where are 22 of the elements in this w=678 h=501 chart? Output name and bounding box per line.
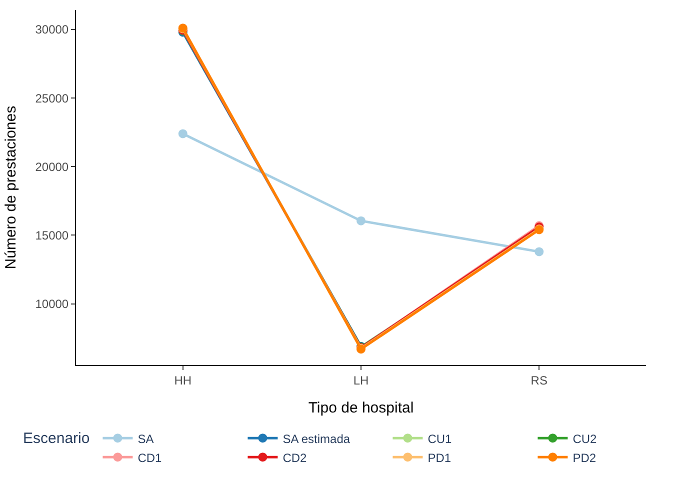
- point: [534, 247, 544, 256]
- legend-label: CU1: [428, 432, 452, 446]
- legend-label: CD1: [138, 450, 162, 465]
- y-tick-label: 15000: [35, 228, 69, 242]
- legend-label: PD2: [572, 450, 596, 465]
- legend-label: CD2: [282, 450, 308, 465]
- point: [356, 216, 366, 226]
- x-axis-title: Tipo de hospital: [308, 399, 414, 416]
- legend-label: PD1: [428, 450, 452, 465]
- y-tick-label: 20000: [35, 160, 69, 174]
- point: [178, 129, 188, 138]
- x-tick-label: RS: [530, 373, 548, 388]
- y-tick-label: 10000: [35, 297, 69, 312]
- y-tick-label: 30000: [35, 22, 69, 37]
- legend-title: Escenario: [23, 430, 90, 448]
- y-tick-label: 25000: [35, 91, 69, 106]
- y-axis-title: Número de prestaciones: [2, 106, 20, 270]
- x-tick-label: HH: [174, 373, 192, 388]
- x-tick-label: LH: [353, 373, 369, 388]
- legend-label: SA estimada: [282, 432, 350, 446]
- legend-label: CU2: [572, 432, 598, 446]
- legend-label: SA: [138, 432, 154, 446]
